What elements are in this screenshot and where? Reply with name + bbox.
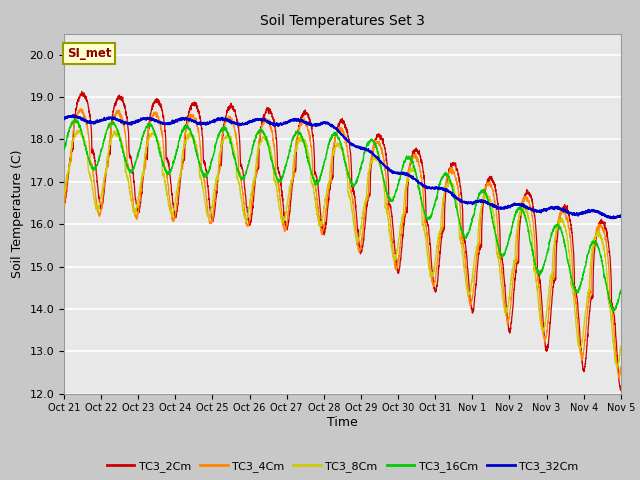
Title: Soil Temperatures Set 3: Soil Temperatures Set 3 [260, 14, 425, 28]
Text: SI_met: SI_met [67, 47, 111, 60]
Legend: TC3_2Cm, TC3_4Cm, TC3_8Cm, TC3_16Cm, TC3_32Cm: TC3_2Cm, TC3_4Cm, TC3_8Cm, TC3_16Cm, TC3… [102, 457, 583, 477]
X-axis label: Time: Time [327, 416, 358, 429]
Y-axis label: Soil Temperature (C): Soil Temperature (C) [11, 149, 24, 278]
